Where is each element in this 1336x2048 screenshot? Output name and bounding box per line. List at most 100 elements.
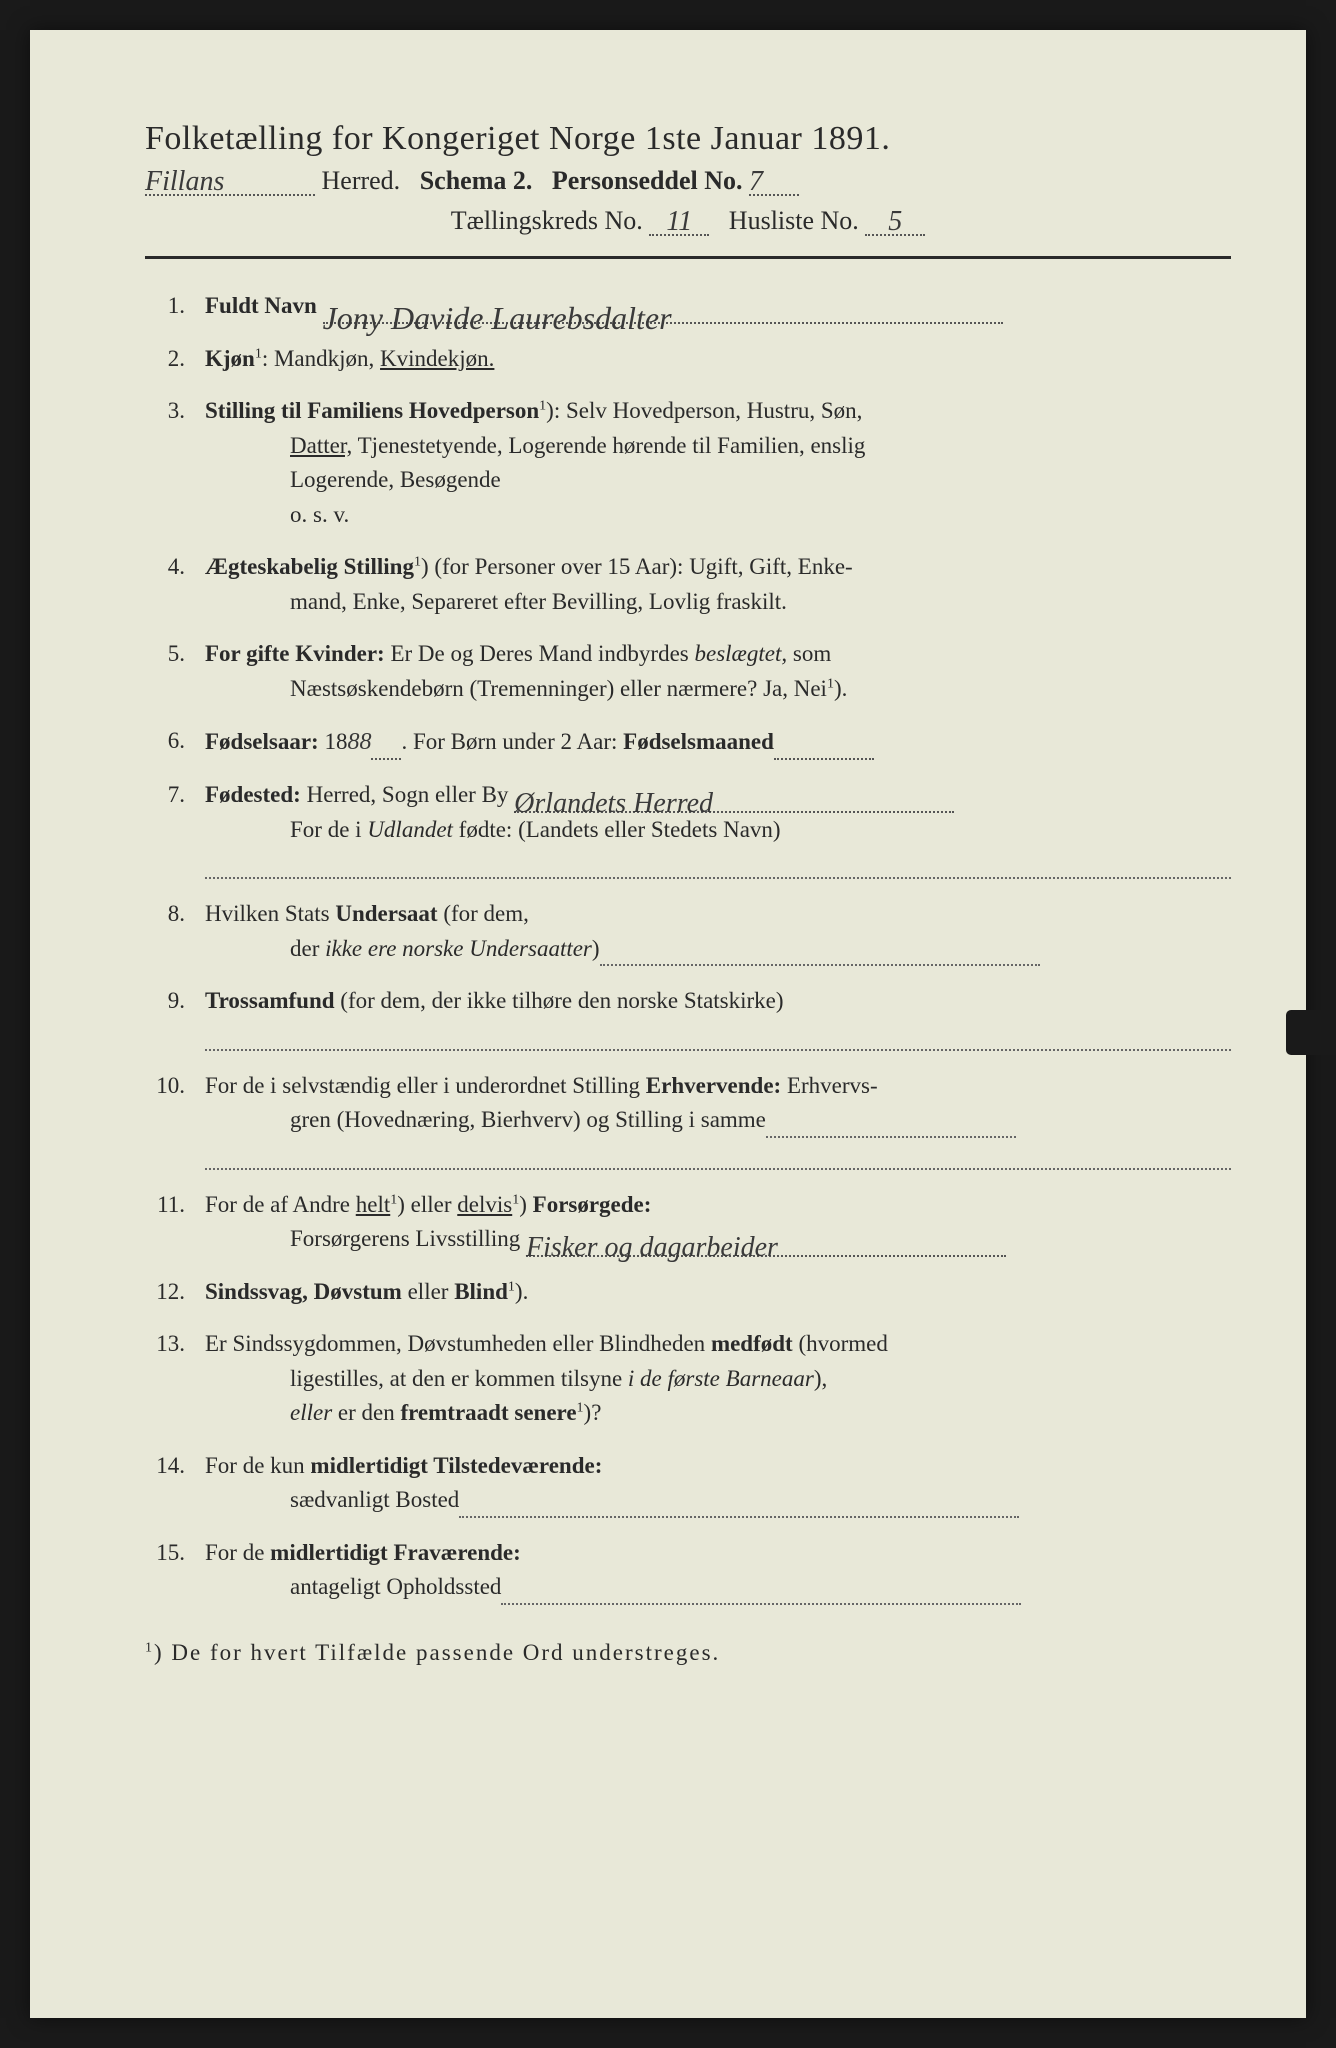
item-number: 3.	[145, 394, 205, 532]
item-label: For gifte Kvinder:	[205, 641, 385, 666]
provider-field: Fisker og dagarbeider	[526, 1229, 1006, 1257]
form-item-11: 11. For de af Andre helt1) eller delvis1…	[145, 1188, 1231, 1257]
dotted-line	[501, 1581, 1021, 1605]
herred-value: Fillans	[145, 166, 224, 197]
item-label: Undersaat	[335, 901, 437, 926]
item-label: Stilling til Familiens Hovedperson	[205, 398, 539, 423]
item-number: 9.	[145, 984, 205, 1051]
item-continuation: For de i Udlandet fødte: (Landets eller …	[205, 813, 1231, 848]
item-continuation: Logerende, Besøgende	[205, 463, 1231, 498]
subtitle-line-2: Tællingskreds No. 11 Husliste No. 5	[145, 206, 1231, 236]
census-form-page: Folketælling for Kongeriget Norge 1ste J…	[30, 30, 1306, 2018]
item-label: Fødested:	[205, 782, 301, 807]
form-item-10: 10. For de i selvstændig eller i underor…	[145, 1069, 1231, 1170]
item-text: For de i selvstændig eller i underordnet…	[205, 1073, 646, 1098]
item-label: Trossamfund	[205, 988, 335, 1013]
item-number: 10.	[145, 1069, 205, 1170]
item-continuation: Datter, Tjenestetyende, Logerende hørend…	[205, 429, 1231, 464]
birth-month-field	[774, 732, 874, 760]
label-birth-month: Fødselsmaaned	[623, 729, 774, 754]
footnote-ref: 1	[255, 346, 262, 361]
name-field: Jony Davide Laurebsdalter	[323, 296, 1003, 324]
dotted-line	[205, 1146, 1231, 1170]
item-text: 18	[319, 729, 348, 754]
item-label: Fødselsaar:	[205, 729, 319, 754]
item-body: For gifte Kvinder: Er De og Deres Mand i…	[205, 637, 1231, 706]
form-item-1: 1. Fuldt Navn Jony Davide Laurebsdalter	[145, 289, 1231, 324]
item-number: 2.	[145, 342, 205, 377]
form-item-14: 14. For de kun midlertidigt Tilstedevære…	[145, 1449, 1231, 1518]
form-item-5: 5. For gifte Kvinder: Er De og Deres Man…	[145, 637, 1231, 706]
item-text: For de kun	[205, 1453, 310, 1478]
birthplace-field: Ørlandets Herred	[514, 785, 954, 813]
item-continuation: Forsørgerens Livsstilling Fisker og daga…	[205, 1222, 1231, 1257]
schema-label: Schema 2.	[420, 166, 533, 195]
item-number: 12.	[145, 1275, 205, 1310]
item-continuation: ligestilles, at den er kommen tilsyne i …	[205, 1362, 1231, 1397]
form-item-13: 13. Er Sindssygdommen, Døvstumheden elle…	[145, 1327, 1231, 1431]
taellingskreds-field: 11	[649, 208, 709, 236]
item-label-2: Blind	[454, 1279, 508, 1304]
page-edge-damage	[1286, 1010, 1336, 1055]
birthplace-value: Ørlandets Herred	[514, 788, 713, 819]
item-number: 5.	[145, 637, 205, 706]
item-text: ) (for Personer over 15 Aar): Ugift, Gif…	[421, 554, 853, 579]
item-text: For de	[205, 1540, 270, 1565]
item-text: Er Sindssygdommen, Døvstumheden eller Bl…	[205, 1331, 711, 1356]
form-title: Folketælling for Kongeriget Norge 1ste J…	[145, 120, 1231, 158]
item-label: midlertidigt Fraværende:	[270, 1540, 521, 1565]
footnote-text: ) De for hvert Tilfælde passende Ord und…	[154, 1640, 720, 1665]
item-label: midlertidigt Tilstedeværende:	[310, 1453, 602, 1478]
form-item-15: 15. For de midlertidigt Fraværende: anta…	[145, 1536, 1231, 1605]
item-body: Trossamfund (for dem, der ikke tilhøre d…	[205, 984, 1231, 1051]
item-body: Fuldt Navn Jony Davide Laurebsdalter	[205, 289, 1231, 324]
item-body: Sindssvag, Døvstum eller Blind1).	[205, 1275, 1231, 1310]
dotted-line	[205, 855, 1231, 879]
item-label: Ægteskabelig Stilling	[205, 554, 414, 579]
item-body: For de af Andre helt1) eller delvis1) Fo…	[205, 1188, 1231, 1257]
provider-value: Fisker og dagarbeider	[526, 1232, 778, 1263]
footnote-marker: 1	[145, 1640, 154, 1655]
husliste-label: Husliste No.	[729, 206, 859, 235]
subtitle-line-1: Fillans Herred. Schema 2. Personseddel N…	[145, 166, 1231, 196]
item-number: 1.	[145, 289, 205, 324]
form-item-6: 6. Fødselsaar: 1888. For Børn under 2 Aa…	[145, 724, 1231, 760]
item-continuation: sædvanligt Bosted	[205, 1483, 1231, 1518]
item-continuation: mand, Enke, Separeret efter Bevilling, L…	[205, 585, 1231, 620]
item-body: For de i selvstændig eller i underordnet…	[205, 1069, 1231, 1170]
item-label: Fuldt Navn	[205, 293, 317, 318]
form-item-12: 12. Sindssvag, Døvstum eller Blind1).	[145, 1275, 1231, 1310]
item-number: 14.	[145, 1449, 205, 1518]
item-number: 13.	[145, 1327, 205, 1431]
herred-field: Fillans	[145, 168, 315, 196]
form-item-4: 4. Ægteskabelig Stilling1) (for Personer…	[145, 550, 1231, 619]
name-value: Jony Davide Laurebsdalter	[323, 300, 672, 336]
item-number: 7.	[145, 778, 205, 879]
item-continuation: o. s. v.	[205, 498, 1231, 533]
item-body: Stilling til Familiens Hovedperson1): Se…	[205, 394, 1231, 532]
item-continuation: gren (Hovednæring, Bierhverv) og Stillin…	[205, 1103, 1231, 1138]
item-body: Er Sindssygdommen, Døvstumheden eller Bl…	[205, 1327, 1231, 1431]
item-number: 15.	[145, 1536, 205, 1605]
item-continuation: antageligt Opholdssted	[205, 1570, 1231, 1605]
item-body: Ægteskabelig Stilling1) (for Personer ov…	[205, 550, 1231, 619]
underlined-option: Kvindekjøn.	[380, 346, 494, 371]
item-text: Hvilken Stats	[205, 901, 335, 926]
item-body: Fødselsaar: 1888. For Børn under 2 Aar: …	[205, 724, 1231, 760]
dotted-line	[600, 942, 1040, 966]
taellingskreds-value: 11	[666, 206, 692, 237]
dotted-line	[459, 1494, 1019, 1518]
dotted-line	[766, 1114, 1016, 1138]
item-text: For de af Andre	[205, 1192, 356, 1217]
taellingskreds-label: Tællingskreds No.	[451, 206, 643, 235]
item-label: medfødt	[711, 1331, 793, 1356]
item-label: Sindssvag, Døvstum	[205, 1279, 402, 1304]
item-text: ): Selv Hovedperson, Hustru, Søn,	[546, 398, 862, 423]
item-text: : Mandkjøn,	[262, 346, 380, 371]
personseddel-label: Personseddel No.	[552, 166, 743, 195]
form-item-9: 9. Trossamfund (for dem, der ikke tilhør…	[145, 984, 1231, 1051]
item-number: 11.	[145, 1188, 205, 1257]
item-label: Forsørgede:	[533, 1192, 652, 1217]
herred-label: Herred.	[322, 166, 401, 195]
form-item-7: 7. Fødested: Herred, Sogn eller By Ørlan…	[145, 778, 1231, 879]
